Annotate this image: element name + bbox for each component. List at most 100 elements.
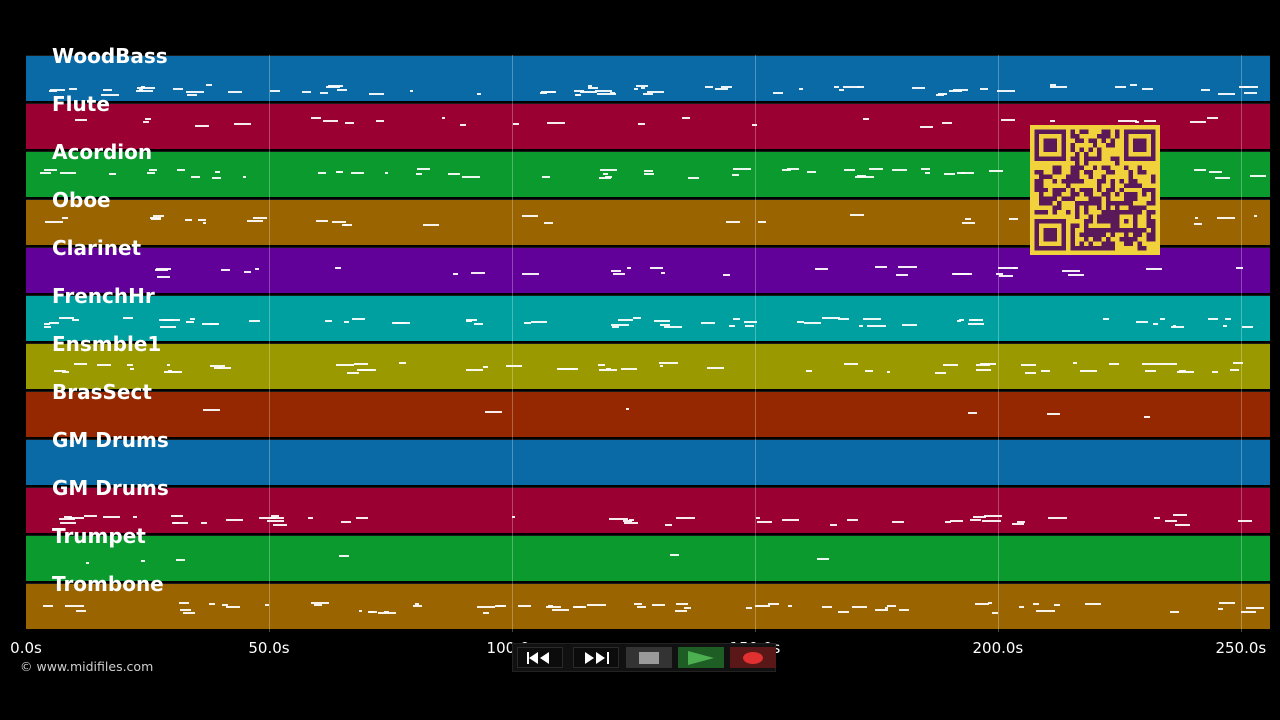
note-mark bbox=[318, 171, 327, 174]
note-mark bbox=[798, 88, 804, 91]
note-mark bbox=[471, 271, 485, 274]
fast-forward-button[interactable] bbox=[573, 647, 619, 668]
note-mark bbox=[266, 519, 284, 522]
note-mark bbox=[1146, 268, 1158, 271]
note-mark bbox=[972, 318, 984, 321]
note-mark bbox=[586, 603, 606, 606]
note-mark bbox=[880, 324, 886, 327]
note-mark bbox=[675, 603, 689, 606]
note-mark bbox=[755, 605, 771, 607]
note-mark bbox=[100, 93, 119, 96]
note-mark bbox=[587, 84, 593, 87]
stop-button[interactable] bbox=[626, 647, 672, 668]
note-mark bbox=[843, 168, 855, 171]
note-mark bbox=[184, 219, 192, 222]
rewind-button[interactable] bbox=[517, 647, 563, 668]
note-mark bbox=[76, 609, 87, 612]
note-mark bbox=[609, 517, 628, 520]
note-mark bbox=[198, 219, 207, 222]
track-name-label: Ensmble1 bbox=[52, 332, 162, 356]
note-mark bbox=[1061, 270, 1081, 273]
track-lane bbox=[26, 295, 1270, 341]
track-name-label: Acordion bbox=[52, 140, 153, 164]
record-icon bbox=[743, 651, 763, 664]
note-mark bbox=[249, 320, 261, 323]
note-mark bbox=[1240, 611, 1256, 614]
qr-code-icon[interactable] bbox=[1030, 125, 1160, 255]
note-mark bbox=[982, 520, 1001, 523]
stop-icon bbox=[639, 651, 659, 664]
note-mark bbox=[44, 220, 64, 223]
note-mark bbox=[392, 321, 406, 324]
note-mark bbox=[1217, 607, 1224, 610]
note-mark bbox=[732, 317, 741, 320]
note-mark bbox=[979, 87, 989, 90]
play-button[interactable] bbox=[678, 647, 724, 668]
note-mark bbox=[182, 611, 196, 614]
note-mark bbox=[1073, 362, 1077, 365]
note-mark bbox=[350, 172, 364, 174]
note-mark bbox=[151, 218, 162, 221]
note-mark bbox=[1238, 86, 1249, 89]
note-mark bbox=[483, 611, 489, 614]
note-mark bbox=[186, 93, 197, 96]
note-mark bbox=[1108, 362, 1119, 365]
note-mark bbox=[178, 602, 189, 605]
note-mark bbox=[634, 602, 642, 605]
note-mark bbox=[837, 318, 850, 321]
note-mark bbox=[1177, 370, 1194, 373]
note-mark bbox=[1230, 369, 1240, 372]
note-mark bbox=[892, 168, 908, 171]
note-mark bbox=[1244, 85, 1258, 88]
note-mark bbox=[60, 171, 76, 174]
note-mark bbox=[805, 369, 813, 372]
note-mark bbox=[636, 85, 649, 88]
note-mark bbox=[886, 605, 897, 608]
note-mark bbox=[413, 605, 422, 607]
note-mark bbox=[868, 167, 884, 170]
note-mark bbox=[465, 369, 483, 372]
note-mark bbox=[849, 214, 864, 217]
note-mark bbox=[459, 123, 467, 126]
note-mark bbox=[233, 122, 252, 125]
note-mark bbox=[255, 267, 260, 270]
note-mark bbox=[865, 370, 873, 373]
note-mark bbox=[1178, 369, 1186, 372]
note-mark bbox=[307, 516, 313, 519]
note-mark bbox=[1195, 217, 1199, 220]
note-mark bbox=[839, 89, 844, 92]
note-mark bbox=[399, 362, 406, 365]
note-mark bbox=[633, 87, 638, 90]
note-mark bbox=[465, 319, 472, 322]
note-mark bbox=[54, 370, 67, 373]
note-mark bbox=[714, 88, 729, 91]
note-mark bbox=[336, 171, 341, 174]
note-mark bbox=[72, 319, 79, 322]
track-lane bbox=[26, 439, 1270, 485]
note-mark bbox=[980, 363, 996, 366]
time-tick-label: 0.0s bbox=[10, 639, 42, 657]
note-mark bbox=[521, 215, 539, 218]
note-mark bbox=[1049, 84, 1056, 87]
record-button[interactable] bbox=[730, 647, 776, 668]
note-mark bbox=[226, 518, 244, 521]
note-mark bbox=[796, 320, 804, 323]
note-mark bbox=[311, 116, 321, 119]
note-mark bbox=[664, 325, 682, 328]
note-mark bbox=[227, 91, 243, 94]
note-mark bbox=[543, 222, 553, 225]
note-mark bbox=[144, 117, 152, 120]
note-mark bbox=[160, 325, 176, 328]
note-mark bbox=[325, 320, 333, 323]
note-mark bbox=[846, 519, 858, 522]
note-mark bbox=[126, 363, 134, 366]
note-mark bbox=[185, 320, 194, 323]
note-mark bbox=[1085, 602, 1102, 605]
note-mark bbox=[599, 176, 611, 179]
note-mark bbox=[640, 86, 645, 89]
note-mark bbox=[935, 371, 947, 374]
note-mark bbox=[706, 366, 725, 369]
note-mark bbox=[174, 514, 183, 517]
note-mark bbox=[177, 168, 186, 171]
note-mark bbox=[156, 275, 170, 278]
